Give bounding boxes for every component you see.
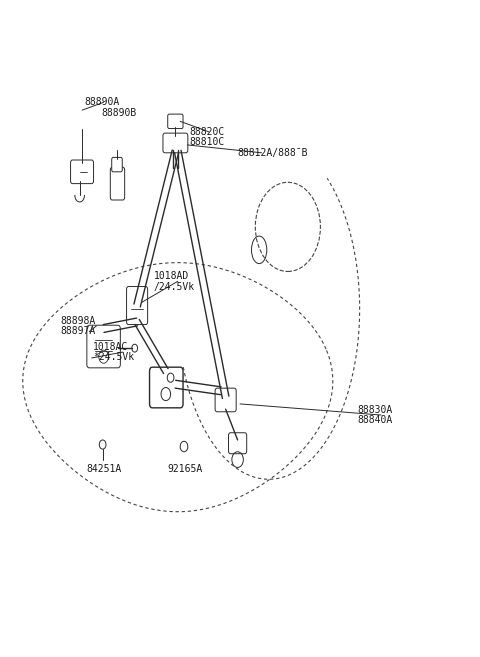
Text: 1018AD: 1018AD (154, 271, 189, 281)
FancyBboxPatch shape (112, 158, 122, 172)
Text: 88840A: 88840A (357, 415, 393, 425)
FancyBboxPatch shape (215, 388, 236, 412)
Text: 1018AC: 1018AC (93, 342, 128, 352)
Text: *24.5Vk: *24.5Vk (93, 352, 134, 363)
Text: 88897A: 88897A (60, 326, 96, 336)
Text: 84251A: 84251A (86, 464, 121, 474)
Text: 88820C: 88820C (190, 127, 225, 137)
FancyBboxPatch shape (168, 114, 183, 129)
Text: /24.5Vk: /24.5Vk (154, 282, 195, 292)
FancyBboxPatch shape (87, 325, 120, 368)
FancyBboxPatch shape (127, 286, 148, 325)
FancyBboxPatch shape (71, 160, 94, 183)
Text: 88890B: 88890B (101, 108, 136, 118)
Text: 88890A: 88890A (84, 97, 120, 107)
FancyBboxPatch shape (110, 168, 125, 200)
Text: 88830A: 88830A (357, 405, 393, 415)
FancyBboxPatch shape (150, 367, 183, 408)
Text: 92165A: 92165A (168, 464, 203, 474)
FancyBboxPatch shape (163, 133, 188, 153)
Text: 88812A/888¯B: 88812A/888¯B (238, 148, 308, 158)
Text: 88898A: 88898A (60, 315, 96, 326)
FancyBboxPatch shape (228, 433, 247, 454)
Text: 88810C: 88810C (190, 137, 225, 147)
